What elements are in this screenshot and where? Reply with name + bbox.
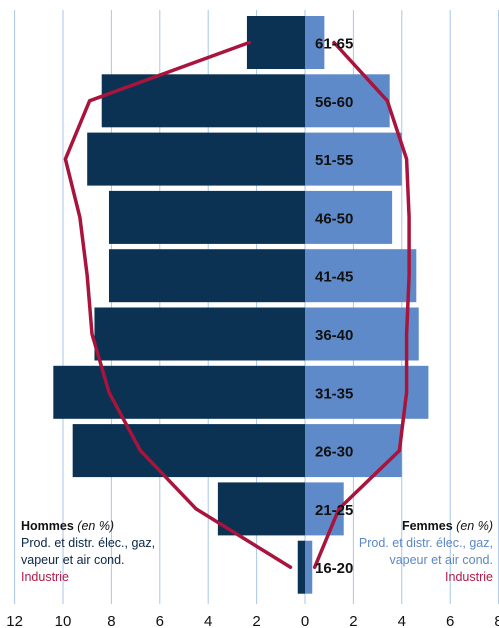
age-label-46-50: 46-50 bbox=[315, 210, 353, 227]
age-label-31-35: 31-35 bbox=[315, 385, 353, 402]
age-label-51-55: 51-55 bbox=[315, 152, 353, 169]
bar-hommes-21-25 bbox=[217, 482, 305, 536]
industrie-lines bbox=[63, 40, 411, 569]
bar-femmes-26-30 bbox=[305, 424, 402, 478]
age-label-16-20: 16-20 bbox=[315, 560, 353, 577]
bar-femmes-51-55 bbox=[305, 132, 402, 186]
x-tick-label: 12 bbox=[6, 613, 23, 628]
bar-hommes-56-60 bbox=[101, 74, 305, 128]
legend-hommes-title: Hommes bbox=[21, 519, 74, 533]
x-tick-label: 2 bbox=[349, 613, 357, 628]
bar-hommes-46-50 bbox=[108, 190, 305, 244]
bar-femmes-56-60 bbox=[305, 74, 390, 128]
line-industrie-femmes bbox=[312, 40, 411, 569]
x-tick-labels: 12 10 8 6 4 2 0 2 4 6 8 bbox=[6, 613, 499, 628]
age-label-61-65: 61-65 bbox=[315, 36, 353, 53]
age-label-26-30: 26-30 bbox=[315, 444, 353, 461]
bar-hommes-16-20 bbox=[297, 540, 305, 594]
age-label-21-25: 21-25 bbox=[315, 502, 353, 519]
legend-femmes-unit: (en %) bbox=[456, 519, 493, 533]
x-tick-label: 8 bbox=[107, 613, 115, 628]
x-tick-label: 8 bbox=[494, 613, 499, 628]
bar-femmes-41-45 bbox=[305, 249, 417, 303]
bar-hommes-36-40 bbox=[94, 307, 306, 361]
legend-hommes-unit: (en %) bbox=[77, 519, 115, 533]
x-tick-label: 4 bbox=[398, 613, 406, 628]
legend-hommes-series-line1: Prod. et distr. élec., gaz, bbox=[21, 536, 156, 550]
legend-femmes-title: Femmes bbox=[401, 519, 453, 533]
bar-hommes-41-45 bbox=[108, 249, 305, 303]
x-tick-label: 4 bbox=[204, 613, 212, 628]
bar-hommes-61-65 bbox=[246, 16, 305, 69]
bars bbox=[53, 16, 429, 594]
x-tick-label: 2 bbox=[252, 613, 260, 628]
age-labels: 16-20 21-25 26-30 31-35 36-40 41-45 46-50 51-55… bbox=[315, 36, 353, 578]
legend-femmes-series-line1: Prod. et distr. élec., gaz, bbox=[358, 536, 493, 550]
legend-hommes-industrie: Industrie bbox=[21, 570, 69, 584]
legend-hommes-series-line2: vapeur et air cond. bbox=[21, 553, 125, 567]
legend-femmes-industrie: Industrie bbox=[445, 570, 493, 584]
bar-femmes-61-65 bbox=[305, 16, 325, 69]
legend-femmes: Femmes (en %) Prod. et distr. élec., gaz… bbox=[359, 518, 493, 586]
line-industrie-hommes bbox=[63, 40, 293, 569]
bar-hommes-51-55 bbox=[87, 132, 305, 186]
age-label-41-45: 41-45 bbox=[315, 269, 353, 286]
x-tick-label: 0 bbox=[301, 613, 309, 628]
x-tick-label: 6 bbox=[156, 613, 164, 628]
x-tick-label: 6 bbox=[446, 613, 454, 628]
x-tick-label: 10 bbox=[55, 613, 72, 628]
age-label-36-40: 36-40 bbox=[315, 327, 353, 344]
legend-hommes: Hommes (en %) Prod. et distr. élec., gaz… bbox=[21, 518, 155, 586]
bar-femmes-46-50 bbox=[305, 190, 393, 244]
bar-femmes-36-40 bbox=[305, 307, 419, 361]
legend-femmes-series-line2: vapeur et air cond. bbox=[389, 553, 493, 567]
bar-femmes-16-20 bbox=[305, 540, 313, 594]
bar-hommes-31-35 bbox=[53, 365, 305, 419]
bar-hommes-26-30 bbox=[72, 424, 306, 478]
age-label-56-60: 56-60 bbox=[315, 94, 353, 111]
